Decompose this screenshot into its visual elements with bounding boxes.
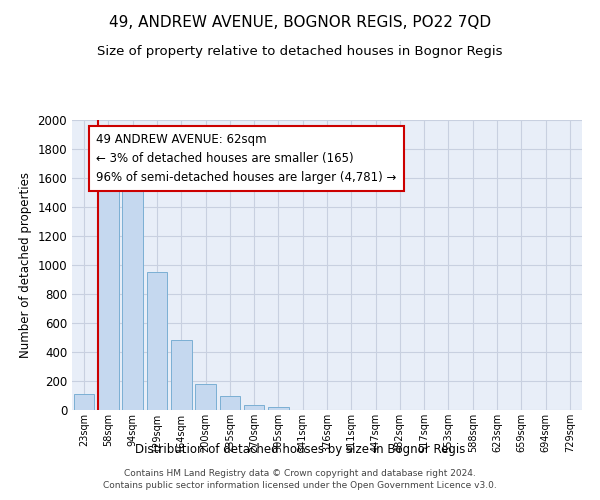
Text: Size of property relative to detached houses in Bognor Regis: Size of property relative to detached ho… (97, 45, 503, 58)
Text: 49, ANDREW AVENUE, BOGNOR REGIS, PO22 7QD: 49, ANDREW AVENUE, BOGNOR REGIS, PO22 7Q… (109, 15, 491, 30)
Bar (268, 408, 289, 410)
Text: Distribution of detached houses by size in Bognor Regis: Distribution of detached houses by size … (135, 442, 465, 456)
Bar (122, 182, 143, 410)
Bar (244, 405, 265, 410)
Bar (195, 384, 216, 410)
Bar (220, 396, 240, 410)
Bar (146, 272, 167, 410)
Bar (171, 340, 191, 410)
Bar (74, 394, 94, 410)
Bar (98, 186, 119, 410)
Text: Contains HM Land Registry data © Crown copyright and database right 2024.
Contai: Contains HM Land Registry data © Crown c… (103, 468, 497, 490)
Text: 49 ANDREW AVENUE: 62sqm
← 3% of detached houses are smaller (165)
96% of semi-de: 49 ANDREW AVENUE: 62sqm ← 3% of detached… (96, 133, 397, 184)
Y-axis label: Number of detached properties: Number of detached properties (19, 172, 32, 358)
